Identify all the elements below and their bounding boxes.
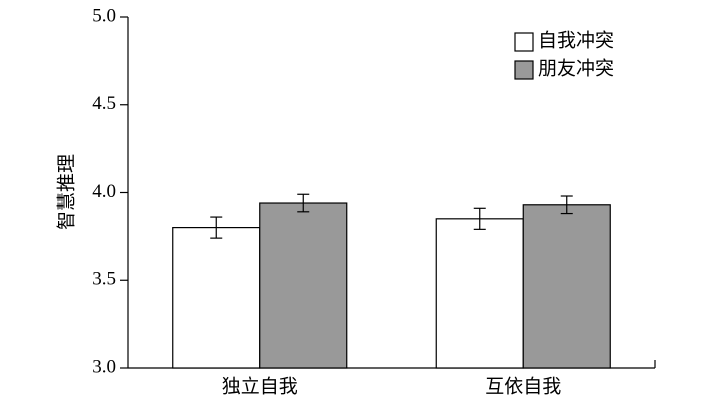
bar: [435, 218, 524, 369]
y-tick-label: 3.5: [92, 269, 116, 290]
error-bar: [210, 216, 223, 239]
error-bar: [297, 193, 310, 213]
y-axis-label: 智慧推理: [55, 154, 77, 230]
legend-label: 朋友冲突: [538, 57, 614, 79]
x-tick-label: 互依自我: [485, 375, 561, 397]
bar: [172, 227, 261, 369]
legend-swatch: [514, 32, 534, 52]
y-tick-label: 5.0: [92, 5, 116, 26]
x-tick-label: 独立自我: [222, 375, 298, 397]
y-tick-label: 3.0: [92, 356, 116, 377]
bar: [522, 204, 611, 369]
legend-swatch: [514, 60, 534, 80]
error-bar: [473, 207, 486, 230]
y-tick-label: 4.5: [92, 93, 116, 114]
legend-label: 自我冲突: [538, 29, 614, 51]
y-tick-label: 4.0: [92, 181, 116, 202]
bar: [259, 202, 348, 369]
error-bar: [560, 195, 573, 215]
